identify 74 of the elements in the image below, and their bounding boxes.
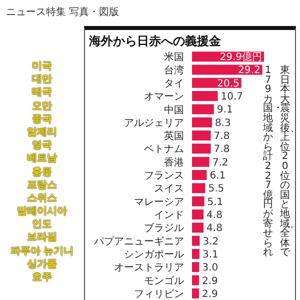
data-label: 8.3 [214, 118, 231, 129]
text: ニュース特集 写真・図版 [6, 6, 120, 19]
y-tick-label: フランス [144, 170, 184, 182]
text: 태국 [31, 86, 53, 100]
data-label: 5.5 [208, 184, 224, 195]
y-tick-label: マレーシア [134, 196, 184, 208]
text: 베트남 [26, 152, 58, 166]
y-tick-label: タイ [164, 78, 184, 90]
bar [192, 156, 210, 167]
data-label: 7.2 [212, 157, 228, 168]
bar [192, 130, 211, 141]
data-label: 4.8 [206, 223, 222, 234]
bar [192, 170, 207, 180]
y-tick-label: 英国 [164, 130, 184, 142]
data-label: 29.9億円 [220, 51, 262, 64]
bar [192, 248, 200, 259]
data-label: 4.8 [206, 210, 222, 221]
bar [192, 288, 199, 298]
y-tick-label: スイス [154, 184, 184, 195]
chart-title: 海外から日赤への義援金 [89, 33, 221, 50]
bar [192, 236, 200, 246]
text: 중국 [31, 112, 53, 126]
data-label: 6.1 [210, 170, 226, 182]
text: 인도 [31, 218, 53, 232]
y-tick-label: モンゴル [144, 274, 184, 287]
text: 호주 [31, 271, 53, 284]
y-tick-label: ブラジル [144, 222, 184, 234]
data-label: 2.9 [202, 276, 218, 287]
bar [192, 209, 204, 220]
text: 영국 [31, 139, 53, 152]
text: 홍콩 [31, 166, 53, 179]
bar [192, 196, 204, 206]
y-tick-label: オーストラリア [114, 262, 184, 274]
data-label: 2.9 [202, 288, 218, 300]
data-label: 20.5 [217, 78, 240, 90]
text: 프랑스 [26, 178, 58, 192]
data-label: 10.7 [220, 92, 244, 103]
text: 말레이시아 [16, 205, 68, 218]
data-label: 7.8 [214, 131, 230, 142]
data-label: 9.1 [216, 104, 233, 116]
bar [192, 262, 200, 272]
text: 브라질 [26, 231, 58, 245]
data-label: 3.1 [202, 249, 218, 260]
y-tick-label: アルジェリア [124, 118, 184, 129]
text: 오만 [31, 100, 53, 113]
y-tick-label: 米国 [164, 51, 184, 64]
bar [192, 117, 212, 128]
bar [192, 183, 206, 194]
text: 알제리 [26, 126, 58, 140]
bar [192, 275, 199, 286]
text: 미국 [31, 60, 53, 74]
y-tick-label: 中国 [164, 104, 184, 116]
data-label: 5.1 [207, 196, 224, 208]
y-tick-label: シンガポール [124, 249, 184, 260]
data-label: 29.2 [238, 65, 260, 76]
y-tick-label: 香港 [164, 156, 184, 168]
y-tick-label: パプアニューギニア [93, 235, 184, 248]
bar [192, 222, 204, 233]
y-tick-label: オマーン [144, 92, 184, 103]
y-tick-label: インド [154, 210, 184, 222]
bar [192, 91, 218, 102]
text: 스위스 [26, 192, 58, 206]
bar [192, 144, 211, 154]
bar [192, 104, 214, 114]
y-tick-label: 台湾 [164, 64, 184, 76]
data-label: 3.2 [202, 236, 219, 248]
text: 대만 [31, 73, 53, 86]
y-tick-label: フィリピン [134, 288, 184, 300]
data-label: 7.8 [214, 144, 230, 156]
y-tick-label: ベトナム [144, 144, 184, 156]
bar [192, 64, 262, 75]
text: 파푸아 뉴기니 [9, 244, 75, 258]
text: 싱가폴 [26, 258, 58, 271]
data-label: 3.0 [202, 262, 218, 274]
